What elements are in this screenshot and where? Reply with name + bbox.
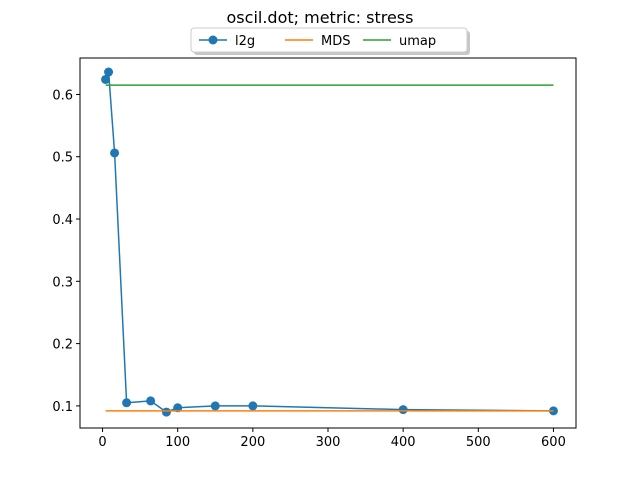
y-tick-label: 0.2 bbox=[52, 338, 73, 353]
x-tick-label: 200 bbox=[240, 435, 265, 450]
x-tick-label: 0 bbox=[98, 435, 106, 450]
data-point-l2g bbox=[161, 407, 171, 417]
x-tick-label: 500 bbox=[466, 435, 491, 450]
legend-label-l2g: l2g bbox=[235, 34, 255, 49]
legend-marker-l2g bbox=[208, 35, 218, 45]
data-point-l2g bbox=[210, 401, 220, 411]
data-point-l2g bbox=[104, 67, 114, 77]
series-line-l2g bbox=[104, 71, 554, 413]
x-tick-label: 600 bbox=[541, 435, 566, 450]
series-layer bbox=[101, 67, 558, 417]
data-point-l2g bbox=[122, 398, 132, 408]
data-point-l2g bbox=[146, 396, 156, 406]
x-tick-label: 400 bbox=[391, 435, 416, 450]
data-point-l2g bbox=[101, 74, 111, 84]
data-point-l2g bbox=[173, 403, 183, 413]
legend: l2g MDS umap bbox=[190, 27, 470, 55]
data-point-l2g bbox=[248, 401, 258, 411]
y-tick-label: 0.5 bbox=[52, 151, 73, 166]
plot-area bbox=[79, 57, 577, 429]
x-tick-label: 100 bbox=[165, 435, 190, 450]
y-axis: 0.1 0.2 0.3 0.4 0.5 0.6 bbox=[52, 88, 80, 415]
y-tick-label: 0.6 bbox=[52, 88, 73, 103]
legend-box bbox=[190, 27, 468, 53]
legend-label-mds: MDS bbox=[321, 34, 350, 49]
y-tick-label: 0.1 bbox=[52, 400, 73, 415]
y-tick-label: 0.3 bbox=[52, 275, 73, 290]
y-tick-label: 0.4 bbox=[52, 213, 73, 228]
data-point-l2g bbox=[398, 405, 408, 415]
chart-title: oscil.dot; metric: stress bbox=[227, 8, 414, 27]
legend-label-umap: umap bbox=[399, 34, 436, 49]
x-tick-label: 300 bbox=[316, 435, 341, 450]
x-axis: 0 100 200 300 400 500 600 bbox=[98, 428, 566, 450]
data-point-l2g bbox=[110, 148, 120, 158]
